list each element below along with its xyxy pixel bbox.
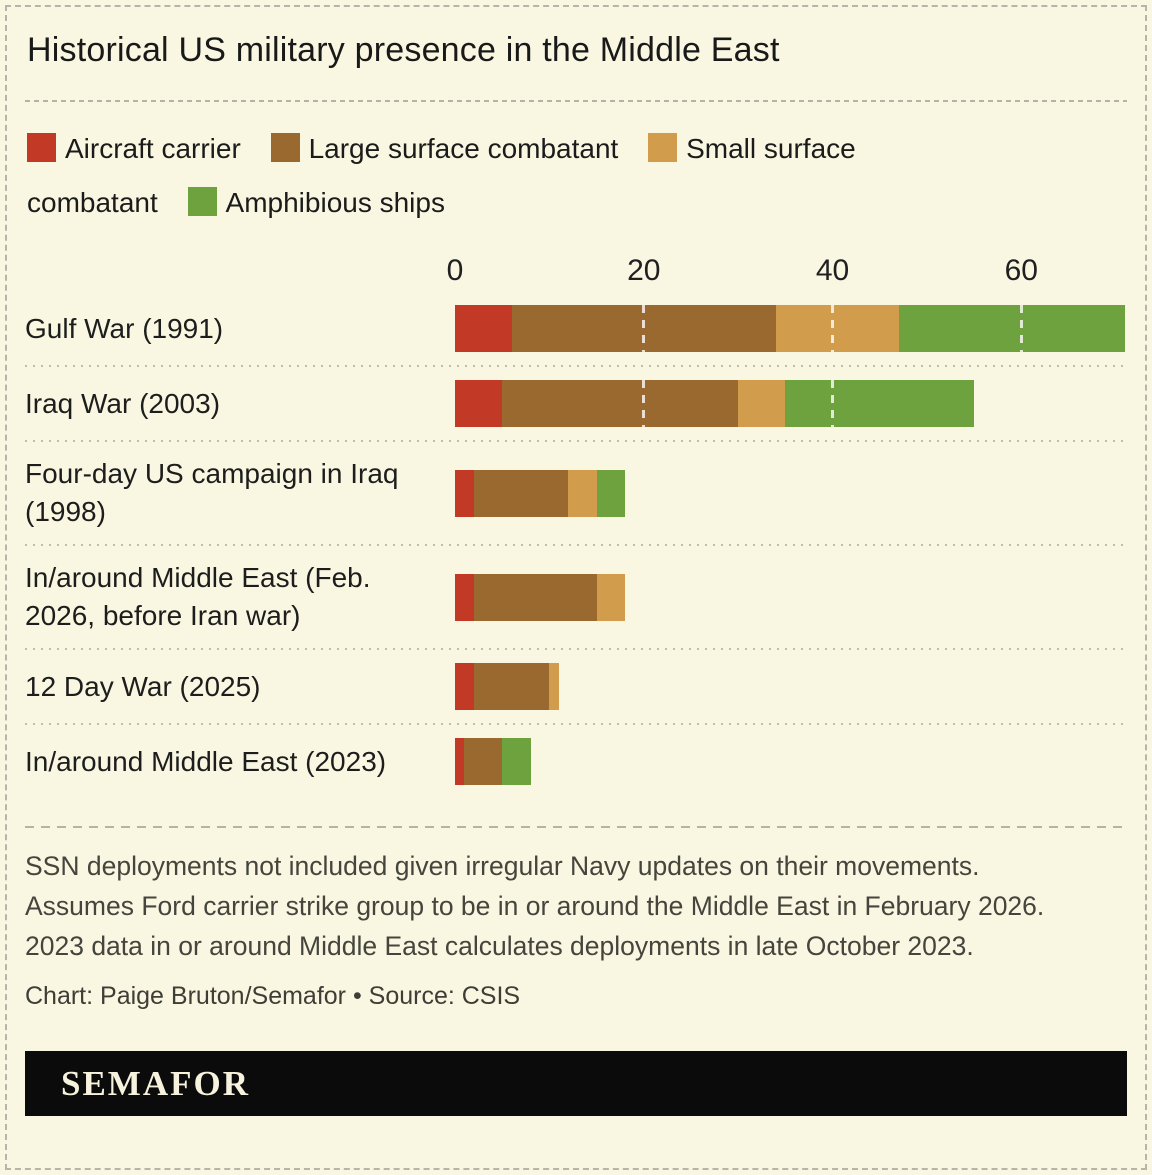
legend-swatch xyxy=(270,133,300,162)
bar-segment-amphibious-ships xyxy=(502,738,531,785)
row-label: In/around Middle East (Feb. 2026, before… xyxy=(25,562,371,631)
bar-segment-aircraft-carrier xyxy=(455,469,474,517)
legend-item: Large surface combatant xyxy=(270,133,619,164)
legend-swatch xyxy=(648,133,678,162)
legend-label: Small surface combatant xyxy=(27,133,856,218)
credit-line: Chart: Paige Bruton/Semafor • Source: CS… xyxy=(25,982,521,1010)
legend-item: Small surface combatant xyxy=(27,133,856,218)
gridline-dash xyxy=(831,380,835,427)
row-separator xyxy=(25,544,1127,546)
bar-segment-small-surface-combatant xyxy=(568,469,597,517)
bar-chart: Gulf War (1991) Iraq War (2003) Four-day U… xyxy=(25,292,1127,798)
row-separator xyxy=(25,648,1127,650)
chart-row: Iraq War (2003) xyxy=(25,367,1127,440)
bar-segment-large-surface-combatant xyxy=(464,738,503,785)
axis-tick-label: 20 xyxy=(627,254,661,287)
stacked-bar xyxy=(455,469,1127,517)
chart-row: Gulf War (1991) xyxy=(25,292,1127,365)
chart-row: 12 Day War (2025) xyxy=(25,650,1127,723)
gridline-dash xyxy=(1019,305,1023,352)
x-axis: 0 20 40 60 xyxy=(447,246,1127,290)
row-label: Gulf War (1991) xyxy=(25,312,224,344)
row-label: 12 Day War (2025) xyxy=(25,670,261,702)
page-title: Historical US military presence in the M… xyxy=(27,31,780,69)
row-label: In/around Middle East (2023) xyxy=(25,745,387,777)
legend-item: Aircraft carrier xyxy=(27,133,241,164)
row-plot xyxy=(455,380,1127,427)
legend-label: Aircraft carrier xyxy=(65,133,241,164)
bar-segment-aircraft-carrier xyxy=(455,663,474,710)
legend-swatch xyxy=(27,133,56,162)
row-separator xyxy=(25,365,1127,367)
stacked-bar xyxy=(455,380,1127,427)
footnote: SSN deployments not included given irreg… xyxy=(25,851,1045,961)
row-plot xyxy=(455,738,1127,785)
row-separator xyxy=(25,440,1127,442)
bar-segment-large-surface-combatant xyxy=(473,469,569,517)
chart-row: Four-day US campaign in Iraq (1998) xyxy=(25,442,1127,544)
row-plot xyxy=(455,305,1127,352)
bar-segment-amphibious-ships xyxy=(898,305,1126,352)
bar-segment-amphibious-ships xyxy=(785,380,975,427)
footnote-separator xyxy=(25,826,1127,828)
bar-segment-large-surface-combatant xyxy=(473,663,550,710)
bar-segment-amphibious-ships xyxy=(596,469,625,517)
legend-label: Amphibious ships xyxy=(225,187,445,218)
row-plot xyxy=(455,573,1127,621)
bar-segment-small-surface-combatant xyxy=(596,573,625,621)
bar-segment-small-surface-combatant xyxy=(738,380,786,427)
bar-segment-small-surface-combatant xyxy=(549,663,559,710)
bar-segment-large-surface-combatant xyxy=(473,573,597,621)
row-plot xyxy=(455,469,1127,517)
row-separator xyxy=(25,723,1127,725)
legend-item: Amphibious ships xyxy=(187,187,445,218)
bar-segment-aircraft-carrier xyxy=(455,380,503,427)
axis-tick-label: 60 xyxy=(1004,254,1038,287)
stacked-bar xyxy=(455,738,1127,785)
chart-card: Historical US military presence in the M… xyxy=(5,5,1147,1170)
row-label: Four-day US campaign in Iraq (1998) xyxy=(25,458,399,527)
gridline-dash xyxy=(831,305,835,352)
logo-bar: SEMAFOR xyxy=(25,1051,1127,1116)
semafor-logo: SEMAFOR xyxy=(61,1063,250,1103)
stacked-bar xyxy=(455,305,1127,352)
chart-row: In/around Middle East (Feb. 2026, before… xyxy=(25,546,1127,648)
bar-segment-small-surface-combatant xyxy=(775,305,899,352)
title-separator xyxy=(25,100,1127,102)
stacked-bar xyxy=(455,573,1127,621)
legend: Aircraft carrier Large surface combatant… xyxy=(27,122,967,230)
gridline-dash xyxy=(642,380,646,427)
row-label: Iraq War (2003) xyxy=(25,387,221,419)
row-plot xyxy=(455,663,1127,710)
bar-segment-large-surface-combatant xyxy=(502,380,739,427)
bar-segment-aircraft-carrier xyxy=(455,305,512,352)
bar-segment-aircraft-carrier xyxy=(455,738,465,785)
chart-row: In/around Middle East (2023) xyxy=(25,725,1127,798)
bar-segment-aircraft-carrier xyxy=(455,573,474,621)
stacked-bar xyxy=(455,663,1127,710)
axis-tick-label: 40 xyxy=(815,254,850,287)
gridline-dash xyxy=(642,305,646,352)
legend-swatch xyxy=(187,187,217,216)
axis-tick-label: 0 xyxy=(446,254,464,287)
legend-label: Large surface combatant xyxy=(308,133,619,164)
